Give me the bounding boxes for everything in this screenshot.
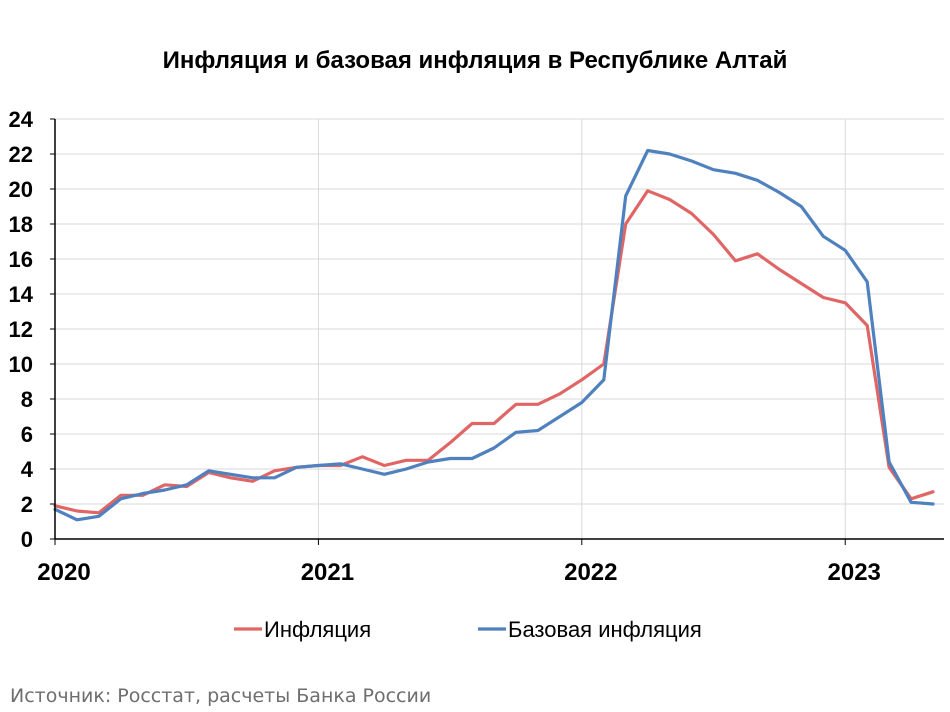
series-lines (53, 148, 935, 522)
grid-lines (55, 118, 944, 539)
core-inflation-line (53, 148, 935, 522)
chart-title: Инфляция и базовая инфляция в Республике… (163, 47, 788, 74)
y-tick-label: 6 (21, 422, 33, 447)
y-tick-label: 14 (9, 282, 34, 307)
inflation-line (53, 189, 935, 515)
legend-label-inflation: Инфляция (264, 617, 371, 642)
y-tick-label: 8 (21, 387, 33, 412)
x-tick-label: 2023 (828, 559, 881, 586)
legend: Инфляция Базовая инфляция (234, 617, 702, 642)
source-note: Источник: Росстат, расчеты Банка России (10, 685, 431, 707)
y-tick-label: 4 (21, 457, 34, 482)
y-tick-label: 10 (9, 352, 33, 377)
x-tick-label: 2020 (37, 559, 90, 586)
legend-label-core-inflation: Базовая инфляция (508, 617, 702, 642)
y-tick-label: 16 (9, 247, 33, 272)
y-tick-label: 18 (9, 212, 33, 237)
y-tick-label: 2 (21, 492, 33, 517)
y-tick-label: 22 (9, 142, 33, 167)
x-tick-label: 2022 (564, 559, 617, 586)
y-tick-label: 24 (9, 107, 34, 132)
y-tick-label: 0 (21, 527, 33, 552)
y-tick-label: 12 (9, 317, 33, 342)
y-tick-label: 20 (9, 177, 33, 202)
x-axis-ticks: 2020 2021 2022 2023 (37, 559, 881, 586)
axes (50, 118, 944, 545)
x-tick-label: 2021 (301, 559, 354, 586)
